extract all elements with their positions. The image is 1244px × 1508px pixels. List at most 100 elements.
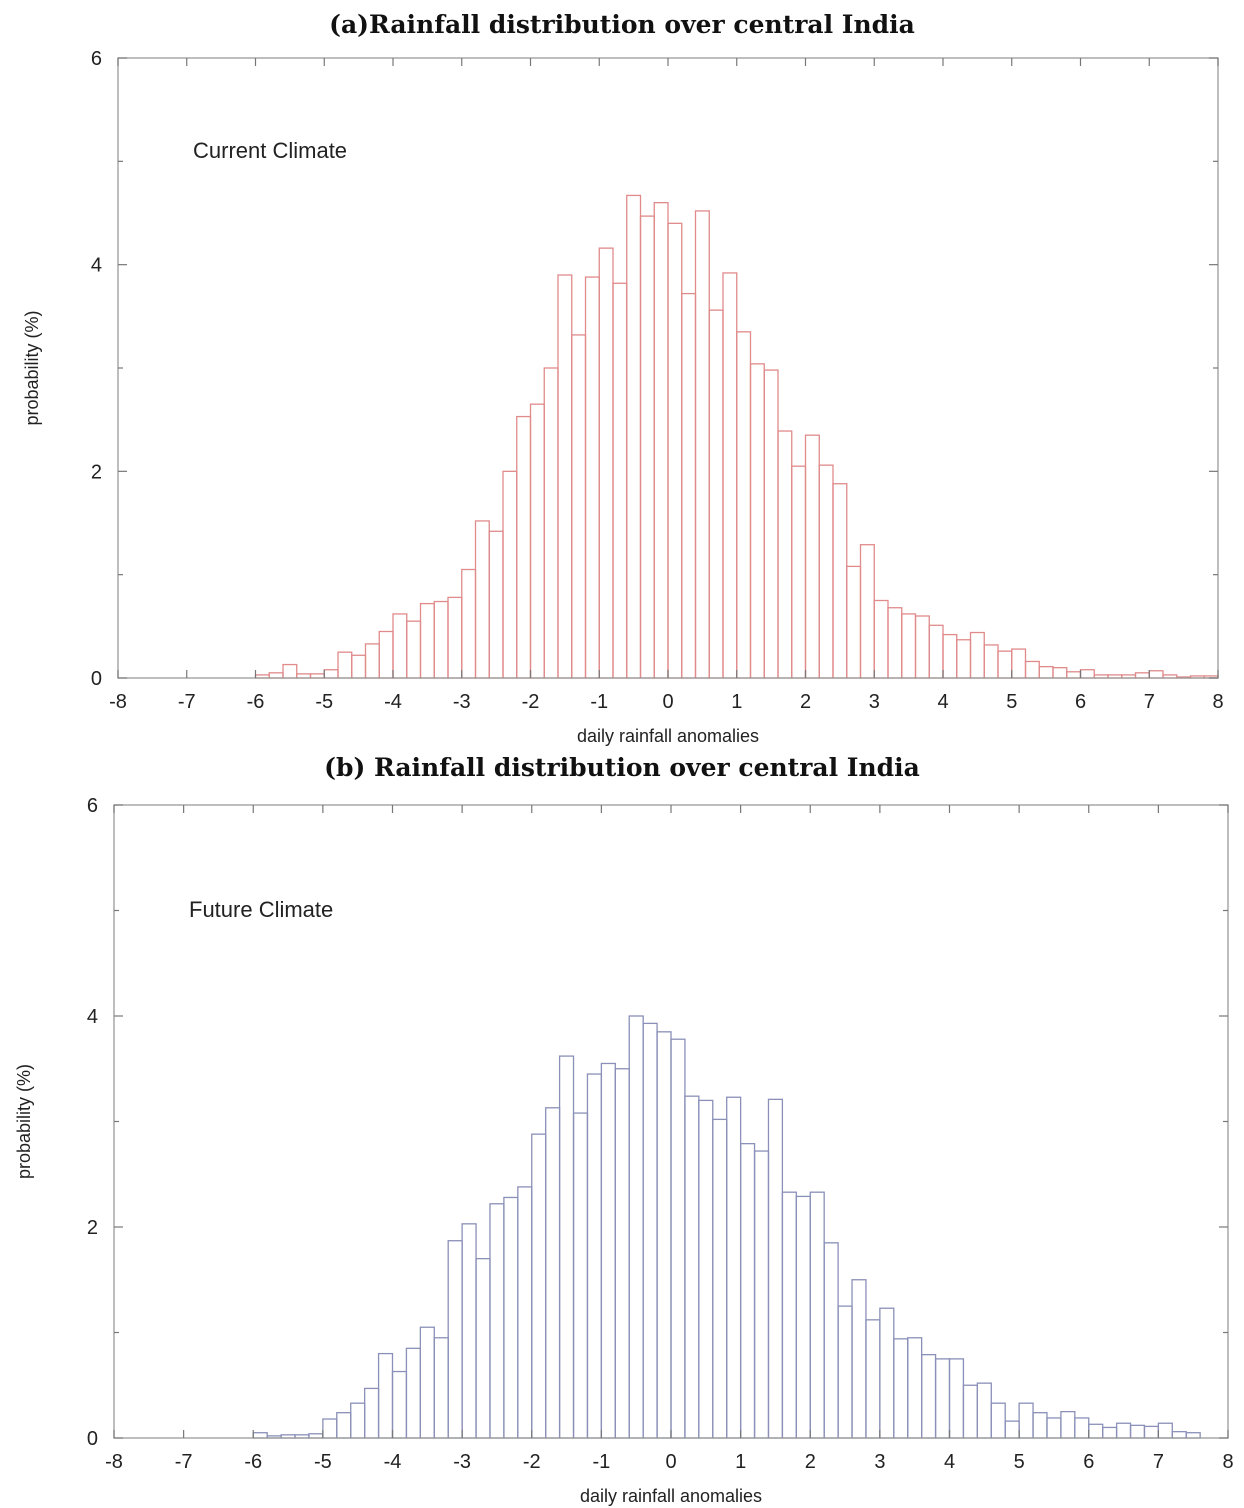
y-tick-label: 4: [91, 255, 102, 277]
chart-b-y-axis-label: probability (%): [14, 1064, 34, 1179]
chart-b-x-axis-label: daily rainfall anomalies: [580, 1486, 762, 1506]
chart-b-annotation: Future Climate: [189, 897, 333, 922]
bar: [363, 1387, 380, 1439]
bar: [1129, 1424, 1146, 1439]
y-tick-label: 0: [91, 668, 102, 690]
x-tick-label: -6: [247, 691, 265, 713]
y-tick-label: 0: [87, 1428, 98, 1450]
x-tick-label: 3: [874, 1451, 885, 1473]
x-tick-label: -2: [522, 691, 540, 713]
x-tick-label: 6: [1075, 691, 1086, 713]
bar: [767, 1098, 784, 1439]
chart-a-x-axis-label: daily rainfall anomalies: [577, 726, 759, 746]
bar: [517, 1186, 533, 1439]
bar: [545, 1107, 561, 1439]
bar: [726, 1096, 742, 1439]
y-tick-label: 2: [87, 1217, 98, 1239]
bar: [781, 1191, 797, 1439]
bar: [879, 1307, 895, 1439]
bar: [475, 1258, 491, 1439]
bar: [1143, 1425, 1160, 1439]
bar: [642, 1022, 658, 1439]
bar: [712, 1118, 728, 1439]
bar: [1018, 1402, 1034, 1439]
x-tick-label: -8: [105, 1451, 123, 1473]
bar: [948, 1358, 965, 1439]
x-tick-label: -4: [384, 691, 402, 713]
bar: [572, 1112, 589, 1439]
chart-a-y-axis-label: probability (%): [22, 310, 42, 425]
x-tick-label: 8: [1222, 1451, 1233, 1473]
bar: [670, 1038, 686, 1439]
bar: [739, 1143, 756, 1439]
x-tick-label: 4: [944, 1451, 955, 1473]
x-tick-label: -7: [175, 1451, 193, 1473]
x-tick-label: 6: [1083, 1451, 1094, 1473]
y-tick-label: 2: [91, 461, 102, 483]
y-tick-label: 4: [87, 1006, 98, 1028]
bar: [698, 1099, 714, 1439]
bar: [531, 1133, 547, 1439]
bar: [865, 1319, 881, 1439]
bar: [851, 1279, 867, 1439]
bar: [447, 1240, 463, 1439]
bar: [405, 1347, 421, 1439]
chart-a-annotation: Current Climate: [193, 138, 347, 163]
x-tick-label: -1: [590, 691, 608, 713]
y-tick-label: 6: [87, 795, 98, 817]
bar: [558, 1055, 575, 1439]
x-tick-label: -2: [523, 1451, 541, 1473]
bar: [990, 1402, 1006, 1439]
bar: [1185, 1432, 1201, 1439]
bar: [461, 1223, 477, 1439]
x-tick-label: 7: [1153, 1451, 1164, 1473]
x-tick-label: 5: [1006, 691, 1017, 713]
x-tick-label: 2: [800, 691, 811, 713]
bar: [336, 1412, 352, 1439]
bar: [656, 1031, 672, 1439]
x-tick-label: -3: [453, 1451, 471, 1473]
bar: [976, 1382, 992, 1439]
x-tick-label: -7: [178, 691, 196, 713]
bar: [600, 1062, 616, 1439]
x-tick-label: 0: [662, 691, 673, 713]
bar: [489, 1203, 505, 1439]
bar: [503, 1196, 519, 1439]
bar: [1046, 1417, 1062, 1439]
bar: [795, 1195, 811, 1439]
bar: [1032, 1412, 1048, 1439]
bar: [934, 1358, 951, 1439]
x-tick-label: -5: [315, 691, 333, 713]
x-tick-label: 2: [805, 1451, 816, 1473]
bar: [1171, 1431, 1187, 1439]
chart-a: -8 -7 -6 -5 -4 -3 -2 -1 0 1 2 3 4 5 6 7 8 0 2 4 6 daily rainf…: [22, 48, 1224, 746]
bar: [1060, 1410, 1076, 1439]
x-tick-label: 5: [1014, 1451, 1025, 1473]
x-tick-label: -8: [109, 691, 127, 713]
x-tick-label: 1: [731, 691, 742, 713]
bar: [907, 1337, 923, 1439]
x-tick-label: 4: [937, 691, 948, 713]
bar: [1004, 1420, 1020, 1439]
bar: [837, 1305, 853, 1439]
bar: [628, 1015, 644, 1439]
x-tick-label: -6: [244, 1451, 262, 1473]
bar: [586, 1073, 603, 1439]
bar: [893, 1338, 909, 1439]
bar: [350, 1402, 366, 1439]
chart-a-title: (a)Rainfall distribution over central In…: [329, 10, 915, 39]
x-tick-label: 1: [735, 1451, 746, 1473]
x-tick-label: -3: [453, 691, 471, 713]
x-tick-label: -5: [314, 1451, 332, 1473]
bar: [391, 1370, 408, 1439]
x-tick-label: 7: [1144, 691, 1155, 713]
x-tick-label: 8: [1212, 691, 1223, 713]
bar: [419, 1326, 435, 1439]
bar: [433, 1337, 449, 1439]
chart-b-title: (b) Rainfall distribution over central I…: [324, 753, 920, 782]
bar: [823, 1242, 839, 1439]
bar: [684, 1095, 700, 1439]
bar: [921, 1354, 937, 1439]
bar: [1102, 1426, 1118, 1439]
